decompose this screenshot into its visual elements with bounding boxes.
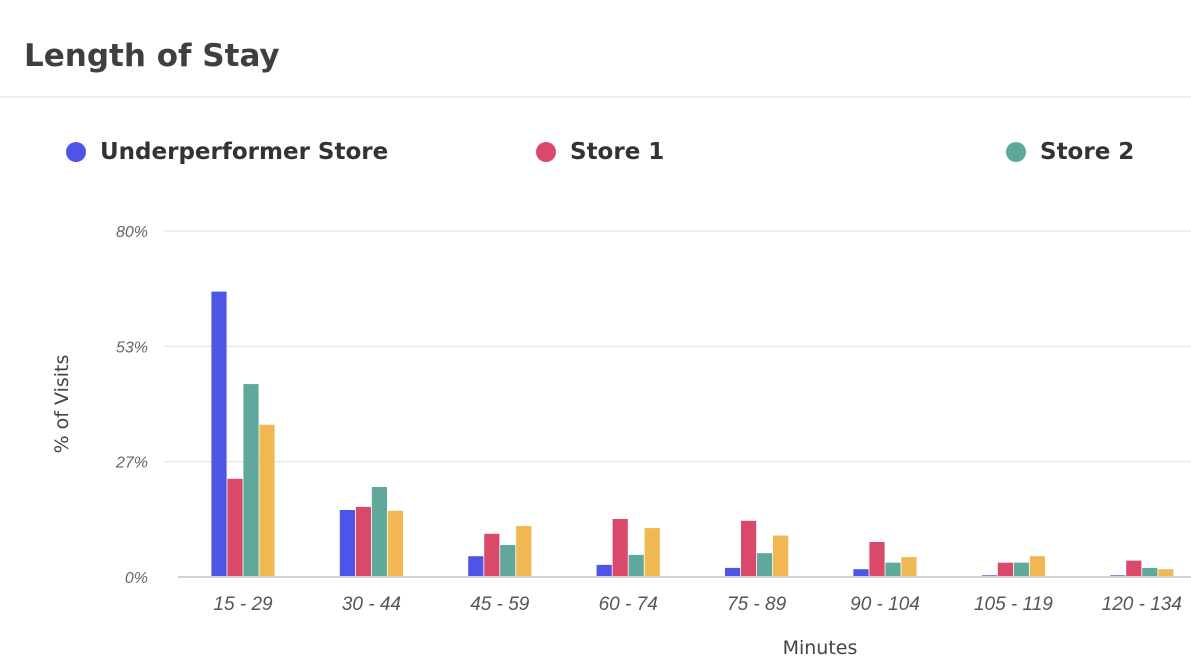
bar-store-2-7[interactable]	[1142, 567, 1158, 577]
bar-underperformer-store-3[interactable]	[596, 564, 612, 577]
x-axis-ticks: 15 - 29 30 - 44 45 - 59 60 - 74 75 - 89 90 - …	[213, 594, 1182, 615]
grid-lines	[164, 230, 1191, 463]
bar-series-4-7[interactable]	[1158, 569, 1174, 577]
y-tick-label: 80%	[116, 224, 148, 241]
title-divider	[0, 96, 1191, 98]
chart-legend: Underperformer Store Store 1 Store 2	[0, 132, 1191, 172]
bar-series-4-3[interactable]	[644, 528, 660, 577]
bar-store-2-6[interactable]	[1013, 562, 1029, 577]
legend-item-store-2[interactable]: Store 2	[1006, 132, 1134, 172]
x-axis-title: Minutes	[783, 637, 858, 659]
legend-label-store-1: Store 1	[570, 139, 665, 165]
legend-label-store-2: Store 2	[1040, 139, 1135, 165]
x-tick-label: 45 - 59	[470, 594, 530, 615]
bar-underperformer-store-2[interactable]	[468, 556, 484, 577]
bar-series-4-1[interactable]	[387, 510, 403, 577]
x-tick-label: 30 - 44	[342, 594, 401, 615]
bar-store-2-3[interactable]	[628, 554, 644, 577]
x-tick-label: 75 - 89	[727, 594, 787, 615]
bar-store-1-4[interactable]	[741, 520, 757, 577]
bar-store-1-5[interactable]	[869, 542, 885, 577]
bars	[211, 291, 1174, 578]
bar-store-1-0[interactable]	[227, 478, 243, 577]
bar-series-4-5[interactable]	[901, 557, 917, 577]
bar-underperformer-store-5[interactable]	[853, 569, 869, 577]
y-axis-title: % of Visits	[51, 355, 73, 454]
y-tick-label: 0%	[125, 570, 148, 587]
bar-underperformer-store-4[interactable]	[725, 567, 741, 577]
bar-series-4-6[interactable]	[1029, 556, 1045, 577]
y-tick-label: 27%	[115, 455, 148, 472]
bar-store-2-4[interactable]	[757, 553, 773, 577]
bar-store-2-5[interactable]	[885, 562, 901, 577]
x-tick-label: 120 - 134	[1102, 594, 1182, 615]
x-tick-label: 90 - 104	[850, 594, 920, 615]
bar-underperformer-store-1[interactable]	[339, 510, 355, 577]
x-tick-label: 15 - 29	[213, 594, 273, 615]
legend-item-store-1[interactable]: Store 1	[536, 132, 664, 172]
y-axis-ticks: 0% 27% 53% 80%	[115, 224, 148, 587]
bar-store-2-1[interactable]	[371, 487, 387, 577]
bar-store-2-0[interactable]	[243, 384, 259, 577]
y-tick-label: 53%	[116, 339, 148, 356]
legend-dot-underperformer	[66, 142, 86, 162]
bar-store-1-2[interactable]	[484, 533, 500, 578]
bar-series-4-4[interactable]	[773, 535, 789, 578]
legend-dot-store-1	[536, 142, 556, 162]
bar-store-1-7[interactable]	[1126, 560, 1142, 577]
bar-store-1-6[interactable]	[997, 562, 1013, 577]
bar-underperformer-store-0[interactable]	[211, 291, 227, 577]
legend-dot-store-2	[1006, 142, 1026, 162]
legend-label-underperformer: Underperformer Store	[100, 139, 389, 165]
bar-store-2-2[interactable]	[500, 545, 516, 577]
legend-item-underperformer[interactable]: Underperformer Store	[66, 132, 388, 172]
x-tick-label: 105 - 119	[974, 594, 1053, 615]
bar-series-4-2[interactable]	[516, 526, 532, 577]
card-title: Length of Stay	[24, 38, 280, 74]
bar-series-4-0[interactable]	[259, 424, 275, 577]
bar-store-1-3[interactable]	[612, 519, 628, 577]
bar-store-1-1[interactable]	[355, 506, 371, 577]
x-tick-label: 60 - 74	[599, 594, 658, 615]
